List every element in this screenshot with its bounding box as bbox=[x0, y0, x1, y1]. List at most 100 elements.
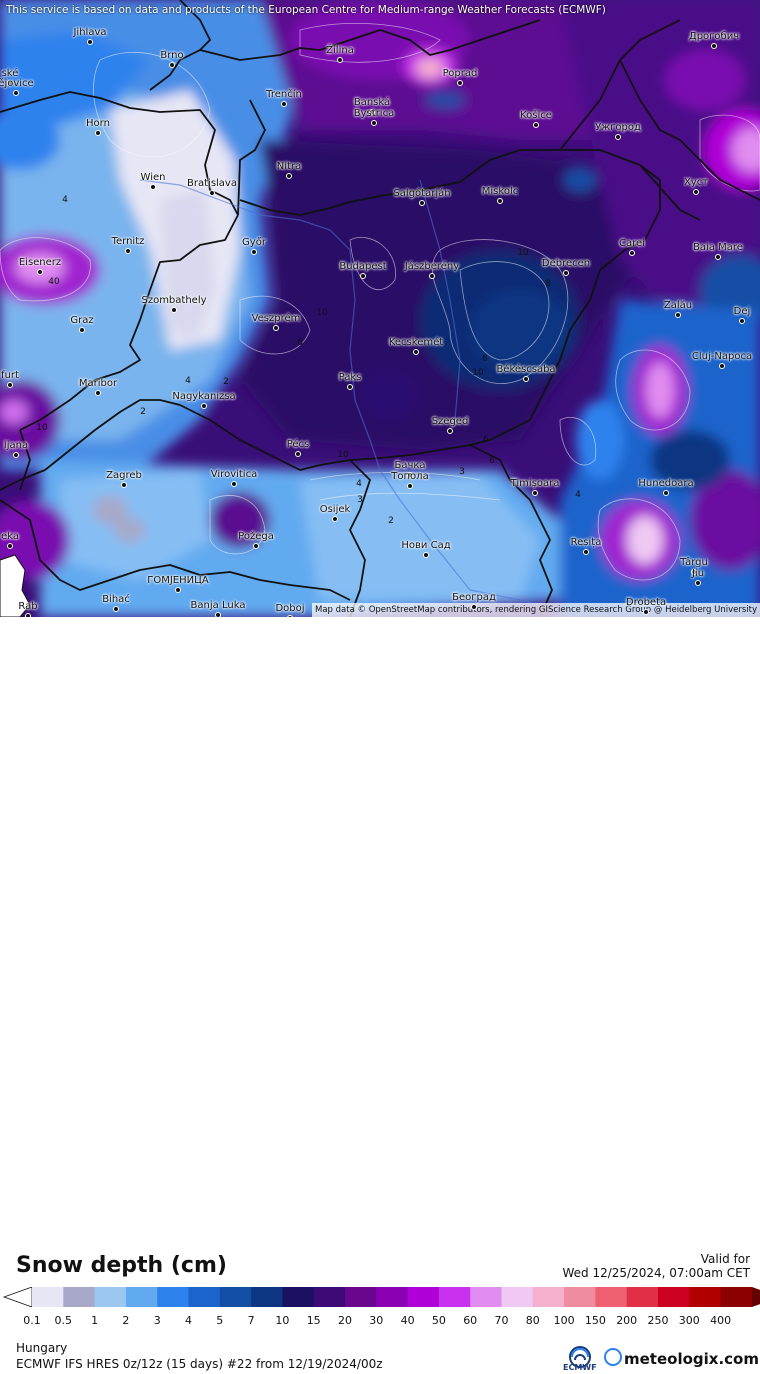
city-label-kosice: Košice bbox=[520, 110, 552, 121]
scale-tick-label: 10 bbox=[275, 1314, 290, 1327]
city-marker-hunedoara bbox=[663, 490, 669, 496]
city-label-debrecen: Debrecen bbox=[541, 258, 591, 269]
snow-depth-map[interactable]: This service is based on data and produc… bbox=[0, 0, 760, 617]
city-marker-szombathely bbox=[171, 307, 177, 313]
city-label-paks: Paks bbox=[338, 372, 362, 383]
city-marker-poprad bbox=[457, 80, 463, 86]
city-label-bratislava: Bratislava bbox=[187, 178, 237, 189]
scale-tick-label: 150 bbox=[584, 1314, 606, 1327]
city-marker-szeged bbox=[447, 428, 453, 434]
scale-swatch bbox=[63, 1287, 96, 1307]
city-label-zalau: Zalău bbox=[663, 300, 693, 311]
contour-label: 2 bbox=[223, 377, 229, 387]
city-label-jiu: Jiu bbox=[691, 568, 705, 579]
city-label-drogobych: Дрогобич bbox=[688, 31, 740, 42]
scale-swatch bbox=[689, 1287, 722, 1307]
city-label-poprad: Poprad bbox=[442, 68, 478, 79]
city-marker-salgotarjan bbox=[419, 200, 425, 206]
city-label-osijek: Osijek bbox=[319, 504, 351, 515]
rivers bbox=[139, 179, 561, 611]
city-label-doboj: Doboj bbox=[275, 603, 305, 614]
city-marker-jihlava bbox=[87, 39, 93, 45]
city-label-bihac: Bihać bbox=[102, 594, 130, 605]
city-label-jaszbereny: Jászberény bbox=[404, 261, 460, 272]
city-marker-kosice bbox=[533, 122, 539, 128]
city-label-baia-mare: Baia Mare bbox=[693, 242, 743, 253]
contour-label: 6 bbox=[489, 456, 495, 466]
city-marker-miskolc bbox=[497, 198, 503, 204]
city-marker-uzhhorod bbox=[615, 134, 621, 140]
map-attribution[interactable]: Map data © OpenStreetMap contributors, r… bbox=[312, 603, 760, 617]
city-marker-bratislava bbox=[209, 190, 215, 196]
city-marker-doboj bbox=[287, 615, 293, 617]
scale-tick-label: 200 bbox=[616, 1314, 638, 1327]
scale-swatch bbox=[345, 1287, 377, 1307]
contour-lines bbox=[0, 23, 760, 581]
city-marker-osijek bbox=[332, 516, 338, 522]
contour-label: 40 bbox=[48, 277, 60, 287]
city-marker-trencin bbox=[281, 101, 287, 107]
city-marker-gyor bbox=[251, 249, 257, 255]
city-label-dej: Dej bbox=[733, 306, 751, 317]
scale-swatch bbox=[313, 1287, 346, 1307]
valid-label: Valid for bbox=[700, 1252, 750, 1266]
city-label-budapest: Budapest bbox=[339, 261, 387, 272]
meteologix-logo-icon bbox=[604, 1348, 622, 1366]
city-marker-banja-luka bbox=[215, 612, 221, 617]
city-marker-nitra bbox=[286, 173, 292, 179]
contour-label: 6 bbox=[483, 435, 489, 445]
scale-tick-label: 250 bbox=[647, 1314, 669, 1327]
city-label-jihlava: Jihlava bbox=[73, 27, 107, 38]
scale-tick-label: 70 bbox=[494, 1314, 509, 1327]
scale-swatch bbox=[720, 1287, 753, 1307]
scale-swatch bbox=[564, 1287, 596, 1307]
sea-area bbox=[0, 554, 31, 617]
contour-label: 4 bbox=[185, 376, 191, 386]
city-label-drobeta: Drobeta bbox=[625, 597, 667, 608]
scale-tick-label: 7 bbox=[247, 1314, 255, 1327]
contour-label: 4 bbox=[575, 490, 581, 500]
city-label-targu-jiu: Târgu bbox=[680, 557, 708, 568]
city-marker-maribor bbox=[95, 390, 101, 396]
color-scale-bar bbox=[2, 1287, 760, 1307]
city-marker-brno bbox=[169, 62, 175, 68]
contour-label: 8 bbox=[482, 354, 488, 364]
contour-label: 2 bbox=[388, 516, 394, 526]
city-label-szombathely: Szombathely bbox=[141, 295, 207, 306]
city-label-timisoara: Timișoara bbox=[510, 478, 560, 489]
city-label-szeged: Szeged bbox=[431, 416, 469, 427]
city-label-backa-topola-b: Топола bbox=[391, 471, 429, 482]
city-marker-gomjenica bbox=[175, 587, 181, 593]
city-label-miskolc: Miskolc bbox=[481, 186, 519, 197]
city-marker-ceske-budejovice-a bbox=[7, 80, 13, 86]
snow-depth-field bbox=[0, 0, 760, 617]
city-marker-targu-jiu bbox=[691, 569, 697, 575]
city-label-hunedoara: Hunedoara bbox=[638, 478, 694, 489]
city-marker-khust bbox=[693, 189, 699, 195]
legend-title: Snow depth (cm) bbox=[16, 1253, 227, 1278]
city-marker-banska-bystrica-a bbox=[369, 109, 375, 115]
scale-swatch bbox=[501, 1287, 534, 1307]
city-label-uzhhorod: Ужгород bbox=[595, 122, 641, 133]
city-marker-jiu bbox=[695, 580, 701, 586]
contour-label: 4 bbox=[62, 195, 68, 205]
city-label-pecs: Pécs bbox=[286, 439, 310, 450]
city-label-wien: Wien bbox=[140, 172, 166, 183]
city-marker-novi-sad bbox=[423, 552, 429, 558]
city-label-ljubljana: ljana bbox=[3, 440, 29, 451]
city-label-eisenerz: Eisenerz bbox=[18, 257, 62, 268]
contour-label: 6 bbox=[297, 338, 303, 348]
scale-swatch bbox=[626, 1287, 659, 1307]
city-label-horn: Horn bbox=[86, 118, 110, 129]
city-marker-drogobych bbox=[711, 43, 717, 49]
city-label-kecskemet: Kecskemét bbox=[388, 337, 444, 348]
city-label-banja-luka: Banja Luka bbox=[190, 600, 246, 611]
scale-tick-label: 80 bbox=[525, 1314, 540, 1327]
scale-tick-label: 5 bbox=[216, 1314, 224, 1327]
city-label-banska-bystrica-a: Banská bbox=[353, 97, 391, 108]
meteologix-brand[interactable]: meteologix.com bbox=[604, 1348, 759, 1368]
city-marker-graz bbox=[79, 327, 85, 333]
contour-label: 8 bbox=[545, 279, 551, 289]
city-marker-zagreb bbox=[121, 482, 127, 488]
city-marker-bekescsaba bbox=[523, 376, 529, 382]
